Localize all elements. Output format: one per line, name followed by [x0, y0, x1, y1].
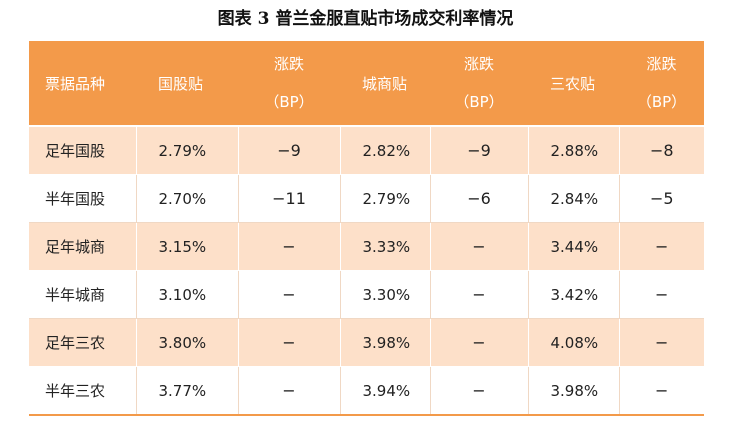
- header-change-1-line2: （BP）: [264, 93, 314, 111]
- cell-guogu-change: −: [238, 222, 341, 271]
- cell-sannong-rate: 3.44%: [528, 222, 620, 271]
- cell-sannong-change: −: [619, 270, 704, 319]
- cell-chengshang-rate: 3.98%: [340, 318, 431, 367]
- cell-variety: 足年城商: [29, 222, 137, 271]
- table-body: 足年国股 2.79% −9 2.82% −9 2.88% −8 半年国股 2.7…: [29, 126, 704, 416]
- cell-sannong-change: −5: [619, 174, 704, 223]
- table-row: 足年国股 2.79% −9 2.82% −9 2.88% −8: [29, 126, 704, 175]
- cell-guogu-rate: 3.80%: [136, 318, 239, 367]
- cell-guogu-rate: 2.70%: [136, 174, 239, 223]
- cell-sannong-change: −: [619, 222, 704, 271]
- cell-chengshang-change: −6: [430, 174, 529, 223]
- header-chengshang: 城商贴: [340, 41, 430, 127]
- cell-sannong-change: −8: [619, 126, 704, 175]
- cell-chengshang-change: −: [430, 222, 529, 271]
- header-change-2-line1: 涨跌: [463, 55, 494, 73]
- cell-chengshang-rate: 3.30%: [340, 270, 431, 319]
- cell-guogu-change: −9: [238, 126, 341, 175]
- cell-guogu-change: −: [238, 318, 341, 367]
- cell-sannong-rate: 2.88%: [528, 126, 620, 175]
- header-guogu: 国股贴: [136, 41, 238, 127]
- header-change-2-line2: （BP）: [454, 93, 504, 111]
- header-change-3: 涨跌 （BP）: [619, 41, 704, 127]
- cell-sannong-rate: 4.08%: [528, 318, 620, 367]
- cell-sannong-change: −: [619, 366, 704, 416]
- cell-variety: 足年三农: [29, 318, 137, 367]
- cell-variety: 半年国股: [29, 174, 137, 223]
- table-header: 票据品种 国股贴 涨跌 （BP） 城商贴 涨跌 （BP） 三农贴 涨跌 （BP）: [29, 41, 704, 127]
- table-row: 半年国股 2.70% −11 2.79% −6 2.84% −5: [29, 174, 704, 223]
- cell-guogu-change: −: [238, 270, 341, 319]
- cell-sannong-rate: 3.98%: [528, 366, 620, 416]
- cell-guogu-rate: 3.10%: [136, 270, 239, 319]
- cell-chengshang-rate: 2.82%: [340, 126, 431, 175]
- header-change-1: 涨跌 （BP）: [238, 41, 340, 127]
- cell-chengshang-change: −9: [430, 126, 529, 175]
- header-row: 票据品种 国股贴 涨跌 （BP） 城商贴 涨跌 （BP） 三农贴 涨跌 （BP）: [29, 41, 704, 127]
- cell-chengshang-change: −: [430, 270, 529, 319]
- table-row: 足年城商 3.15% − 3.33% − 3.44% −: [29, 222, 704, 271]
- cell-chengshang-rate: 3.94%: [340, 366, 431, 416]
- cell-sannong-rate: 3.42%: [528, 270, 620, 319]
- header-sannong: 三农贴: [528, 41, 619, 127]
- header-change-3-line2: （BP）: [636, 93, 687, 111]
- cell-chengshang-change: −: [430, 366, 529, 416]
- cell-guogu-rate: 3.77%: [136, 366, 239, 416]
- header-variety: 票据品种: [29, 41, 136, 127]
- cell-guogu-change: −11: [238, 174, 341, 223]
- table-row: 半年三农 3.77% − 3.94% − 3.98% −: [29, 366, 704, 416]
- header-change-3-line1: 涨跌: [646, 55, 677, 73]
- cell-variety: 半年城商: [29, 270, 137, 319]
- cell-chengshang-rate: 2.79%: [340, 174, 431, 223]
- figure-title: 图表 3 普兰金服直贴市场成交利率情况: [217, 9, 514, 29]
- cell-sannong-rate: 2.84%: [528, 174, 620, 223]
- table-row: 半年城商 3.10% − 3.30% − 3.42% −: [29, 270, 704, 319]
- cell-sannong-change: −: [619, 318, 704, 367]
- table-row: 足年三农 3.80% − 3.98% − 4.08% −: [29, 318, 704, 367]
- header-change-2: 涨跌 （BP）: [430, 41, 528, 127]
- header-change-1-line1: 涨跌: [273, 55, 304, 73]
- cell-chengshang-change: −: [430, 318, 529, 367]
- rate-table: 票据品种 国股贴 涨跌 （BP） 城商贴 涨跌 （BP） 三农贴 涨跌 （BP）…: [29, 41, 704, 416]
- cell-chengshang-rate: 3.33%: [340, 222, 431, 271]
- cell-variety: 足年国股: [29, 126, 137, 175]
- cell-variety: 半年三农: [29, 366, 137, 416]
- cell-guogu-rate: 3.15%: [136, 222, 239, 271]
- cell-guogu-rate: 2.79%: [136, 126, 239, 175]
- cell-guogu-change: −: [238, 366, 341, 416]
